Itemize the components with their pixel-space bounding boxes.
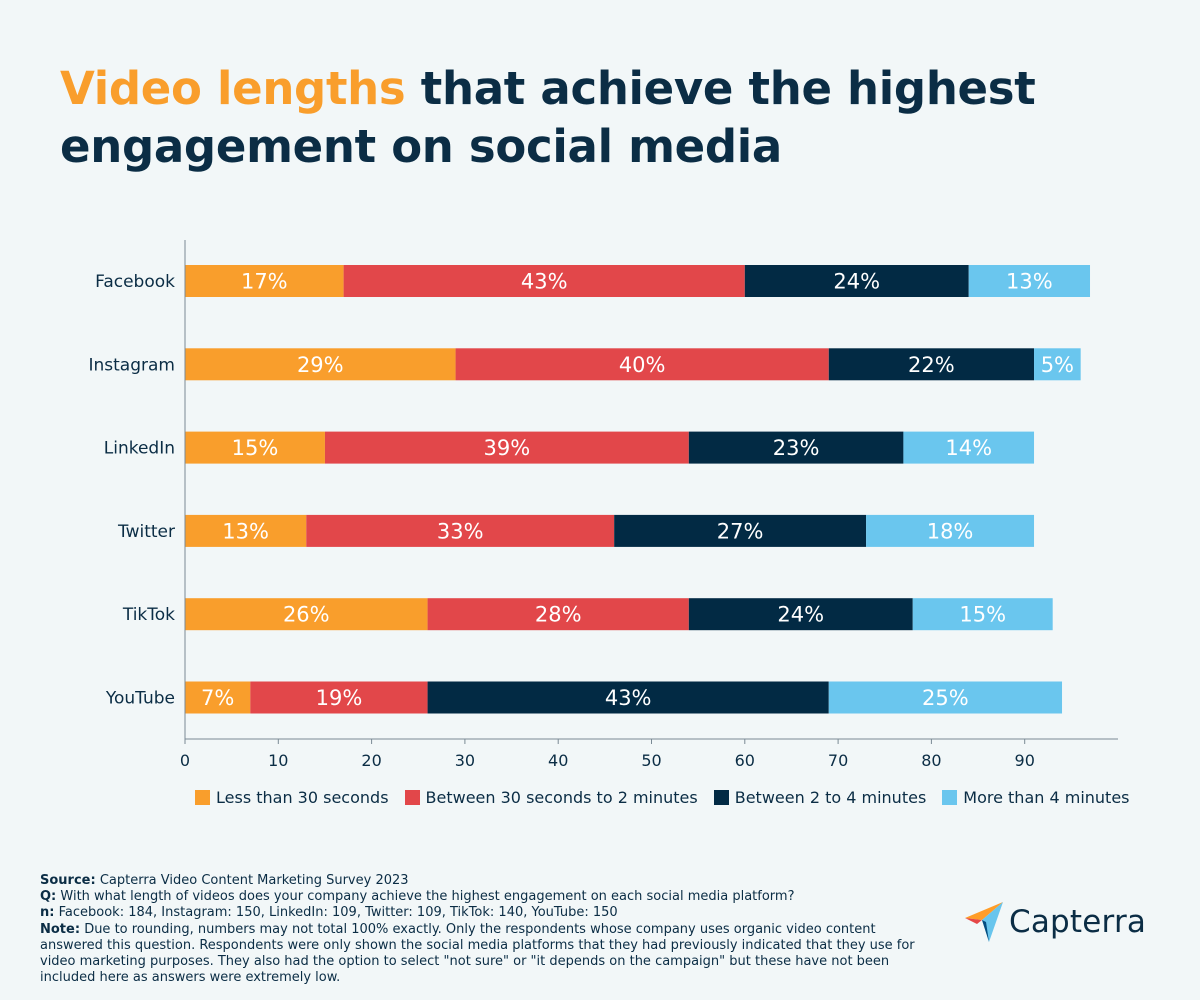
legend-label: Between 30 seconds to 2 minutes [425, 787, 698, 807]
bar-segment [903, 431, 1035, 464]
rounding-note: Note: Due to rounding, numbers may not t… [40, 921, 915, 986]
bar-segment [185, 681, 251, 714]
data-label: 14% [945, 436, 992, 460]
category-label: LinkedIn [104, 439, 175, 459]
title-rest: that achieve the highest engagement on s… [60, 62, 1036, 173]
legend-swatch [195, 789, 210, 805]
data-label: 17% [241, 270, 288, 294]
legend-swatch [713, 789, 729, 805]
x-tick-label: 50 [641, 751, 661, 770]
bar-segment [455, 348, 829, 381]
legend-swatch [942, 789, 958, 805]
category-label: Facebook [95, 272, 175, 292]
bar-segment [185, 514, 307, 547]
chart-legend: Less than 30 seconds Between 30 seconds t… [195, 786, 1130, 808]
x-tick-label: 20 [361, 751, 381, 770]
data-label: 43% [605, 686, 652, 710]
title-highlight: Video lengths [60, 62, 406, 115]
data-label: 13% [1006, 270, 1053, 294]
bar-segment [1034, 348, 1081, 381]
bar-segment [614, 514, 867, 547]
x-tick-label: 60 [735, 751, 755, 770]
question-note: Q: With what length of videos does your … [40, 889, 795, 905]
data-label: 19% [316, 686, 363, 710]
data-label: 23% [773, 436, 820, 460]
data-label: 39% [484, 436, 531, 460]
bar-segment [306, 514, 615, 547]
data-label: 5% [1041, 353, 1074, 377]
logo-text: Capterra [1009, 904, 1147, 940]
stacked-bar-chart: Facebook 17% 43% 24% 13% Instagram 29% 40% 22% 5%… [89, 240, 1118, 770]
category-label: TikTok [122, 605, 175, 625]
bar-segment [968, 265, 1091, 297]
data-label: 24% [833, 270, 880, 294]
legend-swatch [404, 789, 420, 805]
legend-label: Less than 30 seconds [216, 787, 389, 807]
category-label: Twitter [117, 522, 175, 542]
page-title: Video lengths that achieve the highest e… [60, 60, 1160, 176]
data-label: 33% [437, 519, 484, 543]
source-note: Source: Capterra Video Content Marketing… [40, 873, 409, 888]
sample-size-note: n: Facebook: 184, Instagram: 150, Linked… [40, 905, 618, 921]
data-label: 24% [777, 603, 824, 627]
bar-segment [324, 431, 689, 464]
data-label: 27% [717, 519, 764, 543]
bar-segment [427, 681, 829, 714]
data-label: 13% [222, 519, 269, 543]
bar-segment [250, 681, 428, 714]
bar-segment [912, 598, 1053, 631]
category-label: YouTube [105, 689, 175, 709]
legend-label: More than 4 minutes [963, 787, 1130, 807]
bar-segment [828, 348, 1035, 381]
data-label: 40% [619, 353, 666, 377]
capterra-arrow-icon [965, 902, 1003, 942]
bar-segment [185, 598, 428, 631]
data-label: 22% [908, 353, 955, 377]
data-label: 28% [535, 603, 582, 627]
data-label: 29% [297, 353, 344, 377]
legend-item: Less than 30 seconds [195, 788, 389, 807]
legend-item: More than 4 minutes [942, 787, 1130, 807]
x-tick-label: 70 [828, 751, 848, 770]
bar-segment [828, 681, 1063, 714]
legend-item: Between 2 to 4 minutes [713, 787, 927, 807]
x-tick-label: 80 [921, 751, 941, 770]
data-label: 43% [521, 270, 568, 294]
x-tick-label: 10 [268, 751, 288, 770]
data-label: 25% [922, 686, 969, 710]
bar-segment [744, 265, 969, 297]
x-tick-label: 0 [180, 751, 190, 770]
data-label: 15% [959, 603, 1006, 627]
data-label: 7% [201, 686, 234, 710]
legend-label: Between 2 to 4 minutes [734, 787, 927, 807]
footnotes: Source: Capterra Video Content Marketing… [40, 873, 940, 986]
bar-segment [688, 431, 904, 464]
bar-segment [185, 431, 325, 464]
bar-segment [688, 598, 913, 631]
bar-segment [866, 514, 1035, 547]
capterra-logo: Capterra [965, 900, 1146, 944]
legend-item: Between 30 seconds to 2 minutes [404, 787, 698, 807]
x-tick-label: 30 [455, 751, 475, 770]
category-label: Instagram [89, 355, 176, 375]
bar-segment [185, 265, 344, 297]
data-label: 18% [927, 519, 974, 543]
bar-segment [185, 348, 456, 381]
bar-segment [343, 265, 745, 297]
data-label: 15% [232, 436, 279, 460]
x-tick-label: 90 [1015, 751, 1035, 770]
bar-segment [427, 598, 689, 631]
data-label: 26% [283, 603, 330, 627]
x-tick-label: 40 [548, 751, 568, 770]
